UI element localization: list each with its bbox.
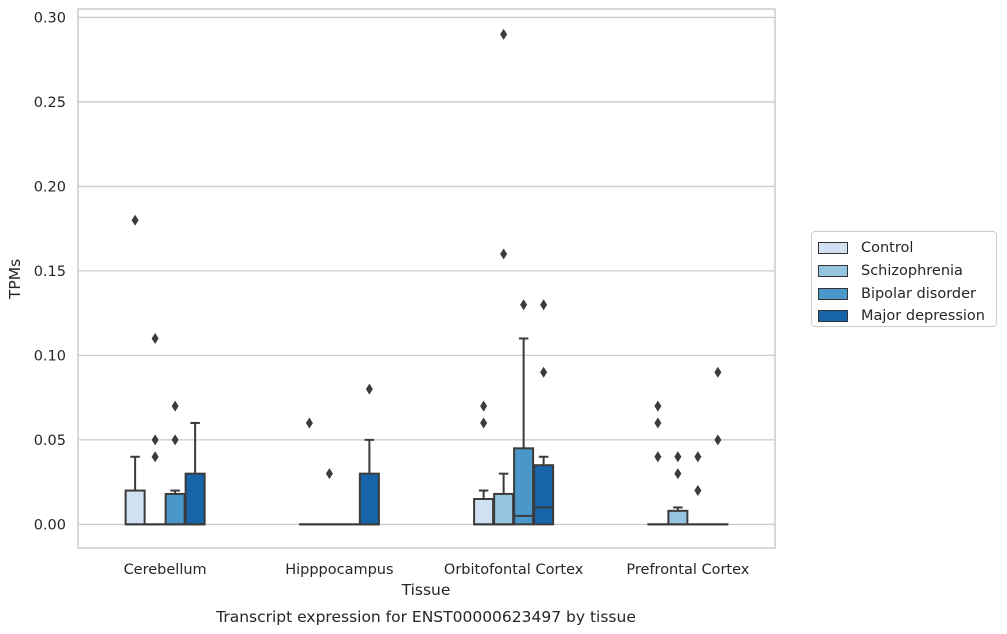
y-tick-label: 0.05 — [34, 433, 66, 449]
outlier-point — [171, 434, 179, 446]
box — [184, 472, 206, 526]
box-plot — [493, 28, 515, 526]
box-plot — [164, 400, 186, 526]
y-tick-label: 0.10 — [34, 348, 66, 364]
x-tick-label: Hipppocampus — [285, 562, 393, 578]
outlier-point — [654, 417, 662, 429]
legend-label: Bipolar disorder — [861, 285, 976, 302]
outlier-point — [674, 451, 682, 463]
box-plot — [358, 383, 380, 526]
box-plot — [533, 299, 555, 526]
outlier-point — [365, 383, 373, 395]
box — [493, 492, 515, 526]
y-tick-label: 0.15 — [34, 264, 66, 280]
box-plot — [144, 332, 166, 526]
y-tick-label: 0.25 — [34, 95, 66, 111]
gridlines — [78, 16, 775, 525]
x-tick-label: Prefrontal Cortex — [626, 562, 749, 578]
outlier-point — [171, 400, 179, 412]
y-axis-label: TPMs — [6, 259, 24, 300]
box — [164, 492, 186, 526]
legend-item: Bipolar disorder — [818, 282, 996, 305]
legend: Control Schizophrenia Bipolar disorder Majo… — [811, 231, 997, 327]
outlier-point — [500, 248, 508, 260]
legend-label: Schizophrenia — [861, 263, 963, 280]
outlier-point — [714, 366, 722, 378]
legend-swatch — [818, 287, 848, 300]
outlier-point — [540, 366, 548, 378]
box-plot — [647, 400, 669, 526]
legend-label: Major depression — [861, 308, 985, 325]
box-plots — [124, 28, 729, 526]
chart-caption: Transcript expression for ENST0000062349… — [215, 608, 636, 626]
outlier-point — [674, 468, 682, 480]
y-tick-label: 0.20 — [34, 179, 66, 195]
outlier-point — [500, 28, 508, 40]
box-plot — [298, 417, 320, 526]
outlier-point — [654, 400, 662, 412]
outlier-point — [540, 299, 548, 311]
box-plot — [513, 299, 535, 526]
box-plot — [124, 214, 146, 526]
legend-swatch — [818, 242, 848, 255]
box-plot — [473, 400, 495, 526]
legend-item: Schizophrenia — [818, 260, 996, 283]
outlier-point — [480, 400, 488, 412]
outlier-point — [654, 451, 662, 463]
outlier-point — [305, 417, 313, 429]
legend-swatch — [818, 265, 848, 278]
box — [667, 509, 689, 526]
x-tick-label: Orbitofontal Cortex — [444, 562, 584, 578]
box-plot — [707, 366, 729, 526]
box — [533, 464, 555, 526]
y-tick-label: 0.00 — [34, 517, 66, 533]
x-tick-label: Cerebellum — [124, 562, 207, 578]
legend-item: Control — [818, 237, 996, 260]
box — [124, 489, 146, 526]
x-tick-labels: Cerebellum Hipppocampus Orbitofontal Corte… — [124, 562, 750, 578]
box-plot — [318, 468, 340, 526]
plot-area — [77, 8, 776, 549]
y-tick-labels: 0.00 0.05 0.10 0.15 0.20 0.25 0.30 — [34, 10, 66, 533]
outlier-point — [520, 299, 528, 311]
outlier-point — [131, 214, 139, 226]
legend-item: Major depression — [818, 305, 996, 328]
outlier-point — [151, 434, 159, 446]
legend-swatch — [818, 310, 848, 323]
outlier-point — [151, 451, 159, 463]
box-plot — [184, 421, 206, 526]
outlier-point — [694, 451, 702, 463]
outlier-point — [694, 485, 702, 497]
legend-label: Control — [861, 240, 914, 257]
box-plot — [687, 451, 709, 526]
outlier-point — [714, 434, 722, 446]
box — [358, 472, 380, 526]
outlier-point — [151, 332, 159, 344]
x-axis-label: Tissue — [401, 581, 451, 599]
outlier-point — [325, 468, 333, 480]
y-tick-label: 0.30 — [34, 10, 66, 26]
box — [513, 447, 535, 526]
outlier-point — [480, 417, 488, 429]
box — [473, 498, 495, 526]
box-plot — [667, 451, 689, 526]
